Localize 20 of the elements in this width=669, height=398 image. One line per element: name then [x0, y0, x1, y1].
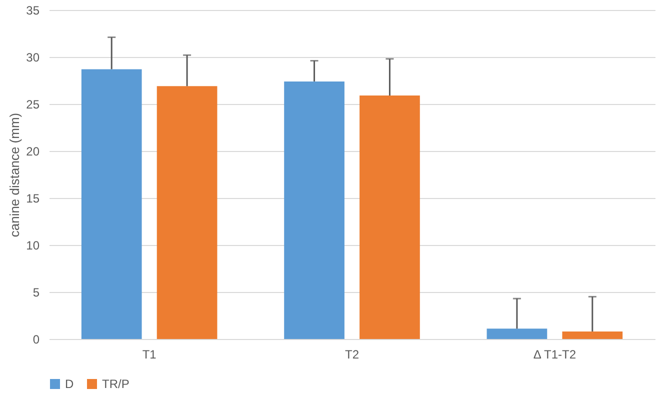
y-tick-label: 0 — [32, 332, 40, 346]
bar — [360, 96, 420, 339]
x-tick-label: Δ T1-T2 — [533, 348, 576, 362]
bar — [284, 81, 344, 339]
y-axis-title: canine distance (mm) — [7, 112, 22, 238]
y-tick-label: 20 — [26, 144, 40, 158]
y-tick-label: 30 — [26, 50, 40, 64]
y-tick-label: 15 — [26, 192, 40, 206]
legend-label: D — [65, 377, 74, 391]
legend-label: TR/P — [102, 377, 130, 391]
bar — [81, 69, 142, 339]
bar — [486, 328, 548, 339]
bar — [156, 86, 218, 339]
x-tick-label: T2 — [344, 348, 360, 362]
x-tick-label: T1 — [142, 348, 157, 362]
bar — [562, 331, 623, 339]
y-tick-label: 35 — [26, 4, 40, 18]
y-tick-label: 5 — [32, 286, 40, 300]
y-tick-label: 25 — [26, 98, 40, 112]
y-tick-label: 10 — [26, 238, 40, 252]
